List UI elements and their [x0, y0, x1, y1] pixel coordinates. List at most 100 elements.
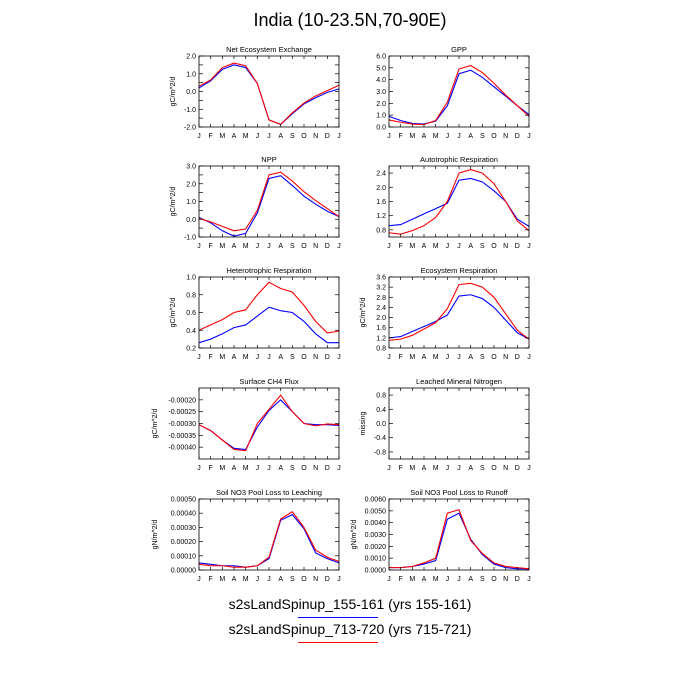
x-tick-label: J [457, 576, 461, 583]
x-tick-label: F [209, 133, 213, 140]
x-tick-label: O [491, 576, 497, 583]
x-tick-label: A [468, 354, 473, 361]
y-tick-label: 1.6 [376, 325, 386, 332]
y-tick-label: 1.6 [376, 199, 386, 206]
x-tick-label: N [503, 133, 508, 140]
chart-title: GPP [451, 45, 467, 54]
x-tick-label: J [446, 465, 450, 472]
chart-title: Net Ecosystem Exchange [226, 45, 312, 54]
x-tick-label: D [325, 465, 330, 472]
x-tick-label: M [409, 243, 415, 250]
x-tick-label: S [480, 133, 485, 140]
x-tick-label: A [278, 243, 283, 250]
x-tick-label: A [422, 133, 427, 140]
x-tick-label: A [278, 133, 283, 140]
y-tick-label: 3.6 [376, 275, 386, 282]
y-tick-label: -1.0 [184, 107, 196, 114]
y-tick-label: 0.00030 [171, 525, 196, 532]
x-tick-label: F [399, 354, 403, 361]
x-tick-label: J [527, 576, 531, 583]
y-tick-label: 1.2 [376, 213, 386, 220]
x-tick-label: N [503, 243, 508, 250]
x-tick-label: M [243, 465, 249, 472]
chart-title: Autotrophic Respiration [420, 155, 498, 164]
x-tick-label: A [468, 133, 473, 140]
x-tick-label: J [457, 243, 461, 250]
series-line-0 [198, 306, 339, 344]
x-tick-label: F [399, 576, 403, 583]
y-tick-label: 4.0 [376, 77, 386, 84]
x-tick-label: J [267, 576, 271, 583]
x-tick-label: F [399, 465, 403, 472]
x-tick-label: N [503, 465, 508, 472]
plot-frame [388, 165, 530, 238]
x-tick-label: D [325, 133, 330, 140]
x-tick-label: J [267, 133, 271, 140]
x-tick-label: J [337, 465, 341, 472]
y-axis-label: gN/m^2/d [351, 520, 358, 550]
y-tick-label: 0.00040 [171, 511, 196, 518]
y-tick-label: 2.0 [186, 181, 196, 188]
series-line-0 [198, 513, 340, 568]
y-tick-label: 0.0050 [365, 508, 387, 515]
x-tick-label: J [387, 243, 391, 250]
x-tick-label: D [515, 243, 520, 250]
x-tick-label: N [503, 354, 508, 361]
x-tick-label: S [480, 576, 485, 583]
x-tick-label: J [446, 576, 450, 583]
y-tick-label: 1.0 [376, 113, 386, 120]
chart-title: NPP [261, 155, 276, 164]
x-tick-label: J [197, 133, 201, 140]
y-tick-label: 0.00020 [171, 539, 196, 546]
x-tick-label: A [232, 243, 237, 250]
y-tick-label: -0.00020 [168, 397, 196, 404]
x-tick-label: S [290, 354, 295, 361]
x-tick-label: J [337, 576, 341, 583]
x-tick-label: J [527, 243, 531, 250]
y-tick-label: 6.0 [376, 54, 386, 61]
x-tick-label: J [197, 465, 201, 472]
x-tick-label: O [491, 133, 497, 140]
x-tick-label: D [515, 576, 520, 583]
x-tick-label: N [313, 133, 318, 140]
chart-title: Ecosystem Respiration [421, 266, 498, 275]
x-tick-label: J [527, 133, 531, 140]
x-tick-label: M [219, 133, 225, 140]
x-tick-label: J [267, 243, 271, 250]
x-tick-label: J [197, 243, 201, 250]
x-tick-label: J [446, 133, 450, 140]
x-tick-label: F [399, 243, 403, 250]
x-tick-label: J [387, 465, 391, 472]
y-tick-label: 1.2 [376, 335, 386, 342]
x-tick-label: S [480, 465, 485, 472]
x-tick-label: N [503, 576, 508, 583]
y-tick-label: 0.00050 [171, 497, 196, 504]
x-tick-label: J [446, 243, 450, 250]
y-tick-label: 2.4 [376, 305, 386, 312]
x-tick-label: A [468, 465, 473, 472]
y-tick-label: 3.2 [376, 285, 386, 292]
y-tick-label: 0.0030 [365, 532, 387, 539]
x-tick-label: S [290, 465, 295, 472]
x-tick-label: J [457, 465, 461, 472]
y-tick-label: 0.0060 [365, 497, 387, 504]
x-tick-label: A [278, 576, 283, 583]
y-tick-label: 0.8 [376, 346, 386, 353]
plot-frame [198, 387, 340, 460]
x-tick-label: J [457, 354, 461, 361]
series-line-1 [198, 62, 340, 125]
y-tick-label: 1.0 [186, 275, 196, 282]
x-tick-label: A [422, 576, 427, 583]
x-tick-label: A [422, 243, 427, 250]
y-tick-label: 0.8 [376, 393, 386, 400]
series-line-1 [389, 508, 530, 570]
x-tick-label: S [480, 354, 485, 361]
x-tick-label: F [399, 133, 403, 140]
series-line-0 [388, 294, 530, 340]
y-tick-label: 2.8 [376, 295, 386, 302]
x-tick-label: N [313, 576, 318, 583]
